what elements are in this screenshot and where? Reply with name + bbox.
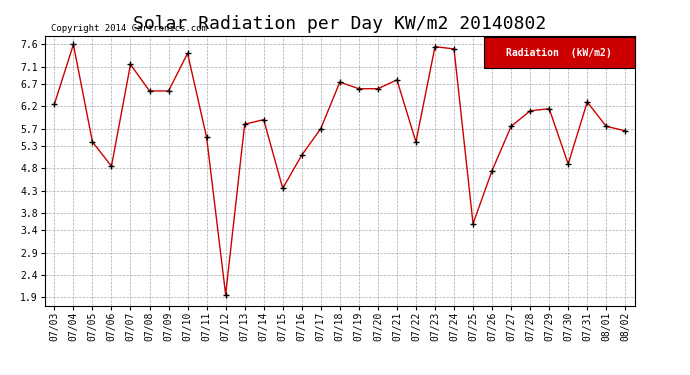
FancyBboxPatch shape: [484, 37, 635, 68]
Text: Radiation  (kW/m2): Radiation (kW/m2): [506, 48, 612, 58]
Title: Solar Radiation per Day KW/m2 20140802: Solar Radiation per Day KW/m2 20140802: [133, 15, 546, 33]
Text: Copyright 2014 Cartronics.com: Copyright 2014 Cartronics.com: [51, 24, 206, 33]
